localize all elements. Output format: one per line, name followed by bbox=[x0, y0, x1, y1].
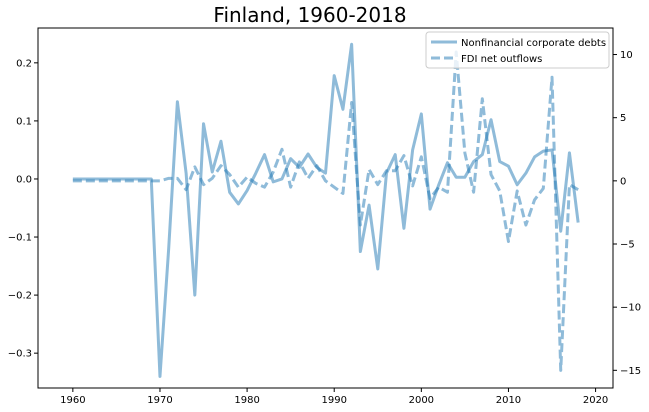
y-axis-left: −0.3 −0.2 −0.1 0.0 0.1 0.2 bbox=[8, 58, 38, 360]
y-right-tick-label: 0 bbox=[620, 176, 626, 187]
y-right-tick-label: 5 bbox=[620, 113, 626, 124]
y-right-tick-label: 10 bbox=[620, 50, 633, 61]
chart-title: Finland, 1960-2018 bbox=[213, 3, 406, 27]
y-left-tick-label: 0.2 bbox=[16, 58, 32, 69]
legend-label-fdi: FDI net outflows bbox=[461, 54, 542, 65]
y-right-tick-label: −15 bbox=[620, 366, 641, 377]
y-left-tick-label: −0.2 bbox=[8, 291, 32, 302]
y-right-tick-label: −5 bbox=[620, 240, 635, 251]
x-tick-label: 2020 bbox=[583, 395, 608, 406]
x-tick-label: 1990 bbox=[321, 395, 346, 406]
y-left-tick-label: −0.1 bbox=[8, 233, 32, 244]
y-left-tick-label: 0.0 bbox=[16, 174, 32, 185]
y-axis-right: −15 −10 −5 0 5 10 bbox=[613, 50, 641, 377]
series-layer bbox=[72, 42, 580, 378]
x-axis: 1960 1970 1980 1990 2000 2010 2020 bbox=[60, 388, 608, 406]
plot-frame bbox=[37, 27, 614, 389]
y-left-tick-label: −0.3 bbox=[8, 349, 32, 360]
x-tick-label: 2010 bbox=[496, 395, 521, 406]
x-tick-label: 2000 bbox=[409, 395, 434, 406]
legend-label-debts: Nonfinancial corporate debts bbox=[461, 38, 606, 49]
x-tick-label: 1960 bbox=[60, 395, 85, 406]
legend-box bbox=[425, 31, 610, 69]
series-line-debts bbox=[72, 42, 580, 378]
y-right-tick-label: −10 bbox=[620, 303, 641, 314]
y-left-tick-label: 0.1 bbox=[16, 116, 32, 127]
x-tick-label: 1970 bbox=[147, 395, 172, 406]
legend: Nonfinancial corporate debts FDI net out… bbox=[425, 31, 610, 69]
series-line-fdi bbox=[72, 50, 579, 372]
x-tick-label: 1980 bbox=[234, 395, 259, 406]
